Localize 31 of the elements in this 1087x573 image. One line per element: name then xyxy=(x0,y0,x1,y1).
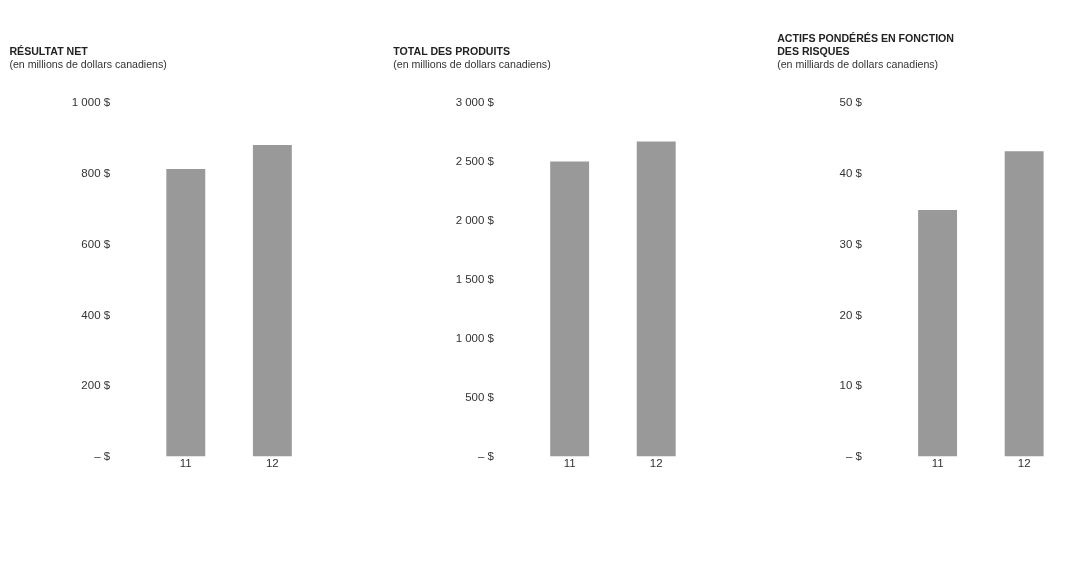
y-tick-label: 2 500 $ xyxy=(455,155,495,168)
x-tick-label: 12 xyxy=(1017,457,1031,470)
y-tick-label: 30 $ xyxy=(839,237,863,250)
x-tick-label: 12 xyxy=(265,457,279,470)
text: RÉSULTAT NET xyxy=(9,44,89,57)
chart-title: TOTAL DES PRODUITS xyxy=(393,44,510,57)
y-tick-label: 50 $ xyxy=(839,96,863,109)
y-tick-label: 200 $ xyxy=(81,379,111,392)
y-tick-label: 600 $ xyxy=(81,237,111,250)
y-tick-label: 400 $ xyxy=(81,308,111,321)
y-tick-label: 500 $ xyxy=(465,391,495,404)
y-tick-label: 800 $ xyxy=(81,167,111,180)
y-tick-label: 40 $ xyxy=(839,167,863,180)
y-tick-label: – $ xyxy=(478,450,495,463)
y-tick-label: 2 000 $ xyxy=(455,214,495,227)
chart-subtitle: (en millions de dollars canadiens) xyxy=(393,57,551,70)
y-tick-label: 1 500 $ xyxy=(455,273,495,286)
y-tick-label: 3 000 $ xyxy=(455,96,495,109)
y-tick-label: 10 $ xyxy=(839,379,863,392)
chart-subtitle: (en milliards de dollars canadiens) xyxy=(777,57,939,70)
y-tick-label: 1 000 $ xyxy=(455,332,495,345)
chart-title: ACTIFS PONDÉRÉS EN FONCTION DES RISQUES xyxy=(777,32,955,57)
x-tick-label: 11 xyxy=(931,457,944,470)
x-tick-label: 11 xyxy=(563,457,576,470)
chart-subtitle: (en millions de dollars canadiens) xyxy=(9,57,167,70)
y-tick-label: – $ xyxy=(845,450,863,463)
y-tick-label: 1 000 $ xyxy=(71,96,111,109)
x-tick-label: 12 xyxy=(649,457,663,470)
x-tick-label: 11 xyxy=(179,457,192,470)
y-tick-label: 20 $ xyxy=(839,308,863,321)
y-tick-label: – $ xyxy=(94,450,111,463)
